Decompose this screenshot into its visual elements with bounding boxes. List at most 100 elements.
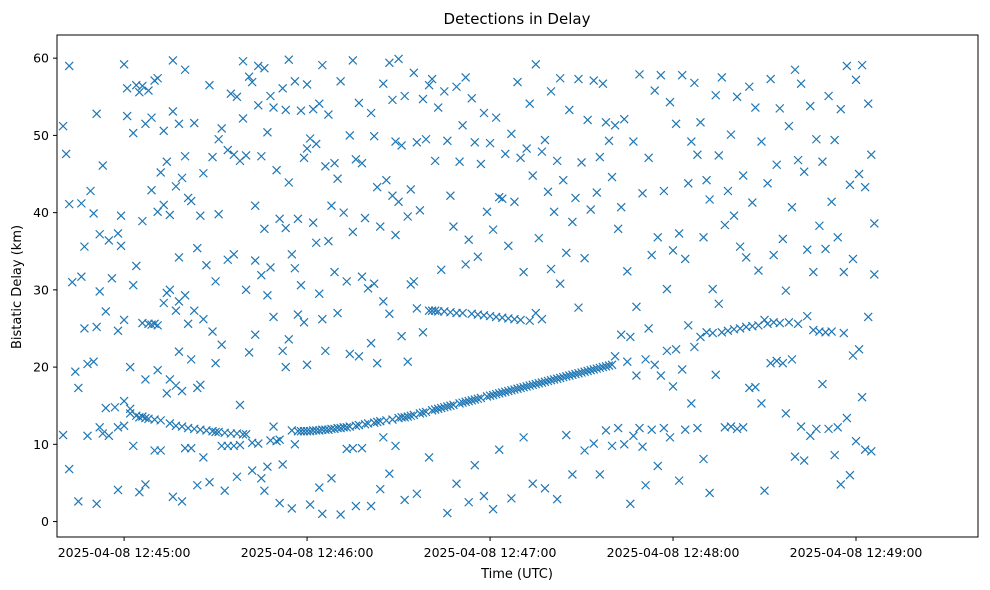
data-point: [693, 150, 702, 160]
data-point: [339, 208, 349, 218]
data-point: [263, 290, 272, 300]
data-point: [552, 494, 562, 504]
data-point: [805, 101, 815, 111]
data-point: [281, 105, 291, 115]
data-point: [330, 158, 339, 168]
data-point: [564, 105, 574, 115]
data-point: [394, 197, 403, 207]
data-point: [394, 54, 403, 64]
data-point: [561, 430, 571, 440]
data-point: [464, 235, 474, 245]
data-point: [653, 232, 663, 242]
data-point: [613, 423, 623, 433]
data-point: [851, 436, 861, 446]
data-point: [534, 233, 544, 243]
data-point: [525, 99, 535, 109]
data-point: [159, 298, 169, 308]
data-point: [305, 500, 315, 509]
data-point: [699, 454, 708, 464]
data-point: [76, 272, 86, 282]
data-point: [430, 156, 440, 166]
data-point: [586, 205, 596, 214]
data-point: [137, 216, 147, 226]
data-point: [772, 160, 782, 170]
data-point: [546, 264, 556, 274]
data-point: [702, 175, 712, 185]
data-point: [796, 79, 806, 89]
data-point: [793, 155, 803, 165]
data-point: [400, 495, 410, 505]
data-point: [104, 431, 114, 441]
data-point: [378, 432, 388, 442]
data-point: [186, 196, 196, 206]
data-point: [842, 413, 852, 423]
data-point: [418, 327, 428, 337]
data-point: [391, 137, 400, 147]
data-point: [320, 161, 330, 171]
data-point: [217, 124, 227, 133]
data-point: [354, 351, 364, 361]
data-point: [705, 195, 715, 204]
data-point: [458, 120, 468, 130]
data-point: [531, 59, 541, 69]
data-point: [595, 152, 605, 162]
data-point: [92, 322, 102, 332]
data-point: [73, 383, 83, 393]
data-point: [656, 70, 666, 80]
data-point: [400, 91, 410, 101]
data-point: [616, 202, 626, 212]
data-point: [863, 99, 873, 109]
data-point: [375, 484, 385, 494]
data-point: [217, 340, 227, 350]
data-point: [421, 134, 431, 144]
data-point: [567, 470, 577, 479]
data-point: [259, 486, 269, 496]
data-point: [659, 423, 669, 433]
data-point: [781, 409, 791, 418]
data-point: [177, 497, 187, 506]
data-point: [677, 70, 687, 80]
data-point: [302, 144, 312, 153]
data-point: [92, 499, 102, 509]
data-point: [625, 332, 635, 342]
data-point: [113, 485, 123, 495]
data-point: [470, 137, 480, 147]
data-point: [708, 284, 718, 294]
data-point: [278, 346, 288, 356]
data-point: [128, 128, 138, 138]
data-point: [281, 223, 291, 233]
data-point: [415, 205, 425, 215]
data-point: [317, 314, 327, 324]
data-point: [635, 69, 644, 79]
data-point: [461, 73, 471, 82]
data-point: [247, 77, 257, 87]
data-point: [427, 74, 437, 84]
data-point: [134, 87, 144, 97]
data-point: [119, 59, 129, 69]
data-point: [601, 117, 611, 127]
data-point: [86, 186, 95, 196]
data-point: [741, 253, 751, 262]
data-point: [851, 75, 861, 85]
data-point: [625, 499, 635, 509]
data-point: [753, 266, 763, 275]
data-point: [632, 371, 641, 381]
data-point: [833, 232, 843, 242]
data-point: [665, 97, 675, 107]
data-point: [269, 422, 278, 431]
data-point: [141, 375, 150, 384]
data-point: [610, 120, 620, 130]
data-point: [110, 402, 120, 412]
data-point: [116, 211, 126, 221]
data-point: [479, 108, 489, 118]
data-point: [323, 110, 333, 119]
data-point: [589, 439, 599, 448]
data-point: [296, 280, 306, 290]
data-point: [98, 161, 108, 170]
data-point: [607, 441, 617, 451]
data-point: [156, 446, 166, 455]
data-point: [323, 236, 333, 246]
data-point: [580, 446, 590, 455]
data-point: [476, 159, 486, 169]
data-point: [827, 327, 837, 336]
